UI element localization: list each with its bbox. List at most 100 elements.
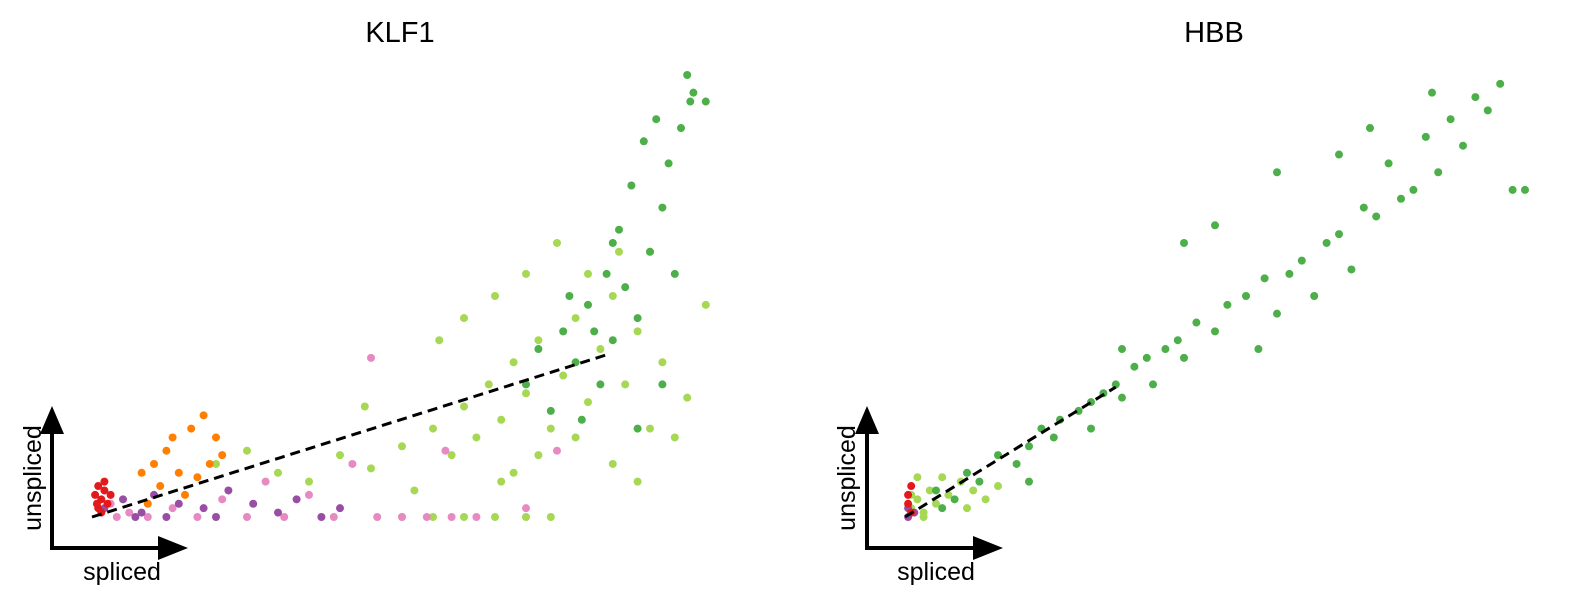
point — [1025, 442, 1033, 451]
point — [633, 314, 642, 323]
point — [932, 499, 940, 508]
point — [963, 468, 971, 477]
point — [1211, 327, 1219, 336]
point — [1118, 345, 1126, 354]
point — [534, 345, 543, 354]
point — [199, 504, 208, 513]
point — [274, 468, 282, 477]
point — [1161, 345, 1170, 354]
point — [584, 269, 592, 278]
point — [615, 247, 623, 256]
point — [546, 406, 555, 415]
point — [1173, 336, 1182, 345]
point — [1149, 380, 1157, 389]
point — [1310, 292, 1319, 300]
point — [1118, 393, 1126, 402]
point — [1322, 238, 1331, 247]
point — [280, 513, 289, 521]
point — [1087, 424, 1095, 433]
point — [1111, 380, 1120, 389]
point — [981, 495, 990, 504]
point — [1049, 433, 1058, 442]
chart-title: HBB — [1184, 17, 1244, 49]
point — [162, 446, 171, 455]
point — [1211, 221, 1219, 230]
point — [1397, 194, 1405, 203]
point — [615, 225, 623, 234]
fit-line — [91, 353, 608, 519]
point — [621, 283, 630, 292]
point — [193, 513, 202, 521]
point — [1285, 269, 1294, 278]
point — [447, 451, 456, 460]
point — [590, 327, 599, 336]
point — [205, 459, 214, 468]
point — [522, 504, 530, 513]
point — [975, 477, 984, 486]
point — [162, 513, 171, 521]
point — [249, 499, 258, 508]
point — [938, 504, 947, 513]
point — [1025, 477, 1033, 486]
point — [1366, 124, 1374, 133]
point — [373, 513, 382, 521]
point — [112, 513, 121, 521]
point — [367, 464, 375, 473]
point — [218, 451, 227, 460]
point — [907, 482, 916, 491]
point — [292, 495, 301, 504]
point — [1242, 292, 1250, 300]
point — [274, 508, 282, 517]
point — [336, 504, 344, 513]
point — [212, 459, 220, 468]
point — [950, 495, 959, 504]
point — [913, 495, 922, 504]
point — [994, 482, 1002, 491]
point — [633, 424, 642, 433]
point — [174, 468, 183, 477]
point — [429, 513, 437, 521]
point — [584, 300, 592, 309]
point — [168, 504, 177, 513]
point — [441, 446, 450, 455]
point — [633, 477, 642, 486]
point — [422, 513, 431, 521]
point — [119, 495, 127, 504]
point — [491, 292, 499, 300]
point — [1130, 362, 1139, 371]
point — [904, 490, 913, 499]
point — [131, 513, 140, 521]
point — [683, 71, 692, 79]
point — [367, 353, 375, 362]
point — [435, 336, 444, 345]
point — [212, 513, 220, 521]
point — [398, 442, 406, 451]
point — [360, 402, 369, 411]
point — [944, 490, 953, 499]
point — [1347, 265, 1356, 274]
point — [627, 181, 636, 190]
point — [1260, 274, 1269, 283]
point — [137, 508, 146, 517]
point — [1384, 159, 1393, 168]
point — [565, 292, 574, 300]
point — [497, 477, 506, 486]
y-axis-label: unspliced — [833, 425, 861, 531]
point — [137, 468, 146, 477]
point — [1372, 212, 1381, 221]
point — [94, 482, 103, 491]
point — [664, 159, 673, 168]
point — [398, 513, 406, 521]
x-axis-label: spliced — [83, 558, 161, 586]
point — [1273, 168, 1281, 177]
fit-line — [904, 385, 1117, 519]
point — [1223, 300, 1232, 309]
point — [1446, 115, 1455, 124]
point — [646, 424, 654, 433]
point — [639, 137, 648, 146]
point — [670, 433, 679, 442]
point — [472, 433, 481, 442]
point — [447, 513, 456, 521]
point — [460, 402, 468, 411]
